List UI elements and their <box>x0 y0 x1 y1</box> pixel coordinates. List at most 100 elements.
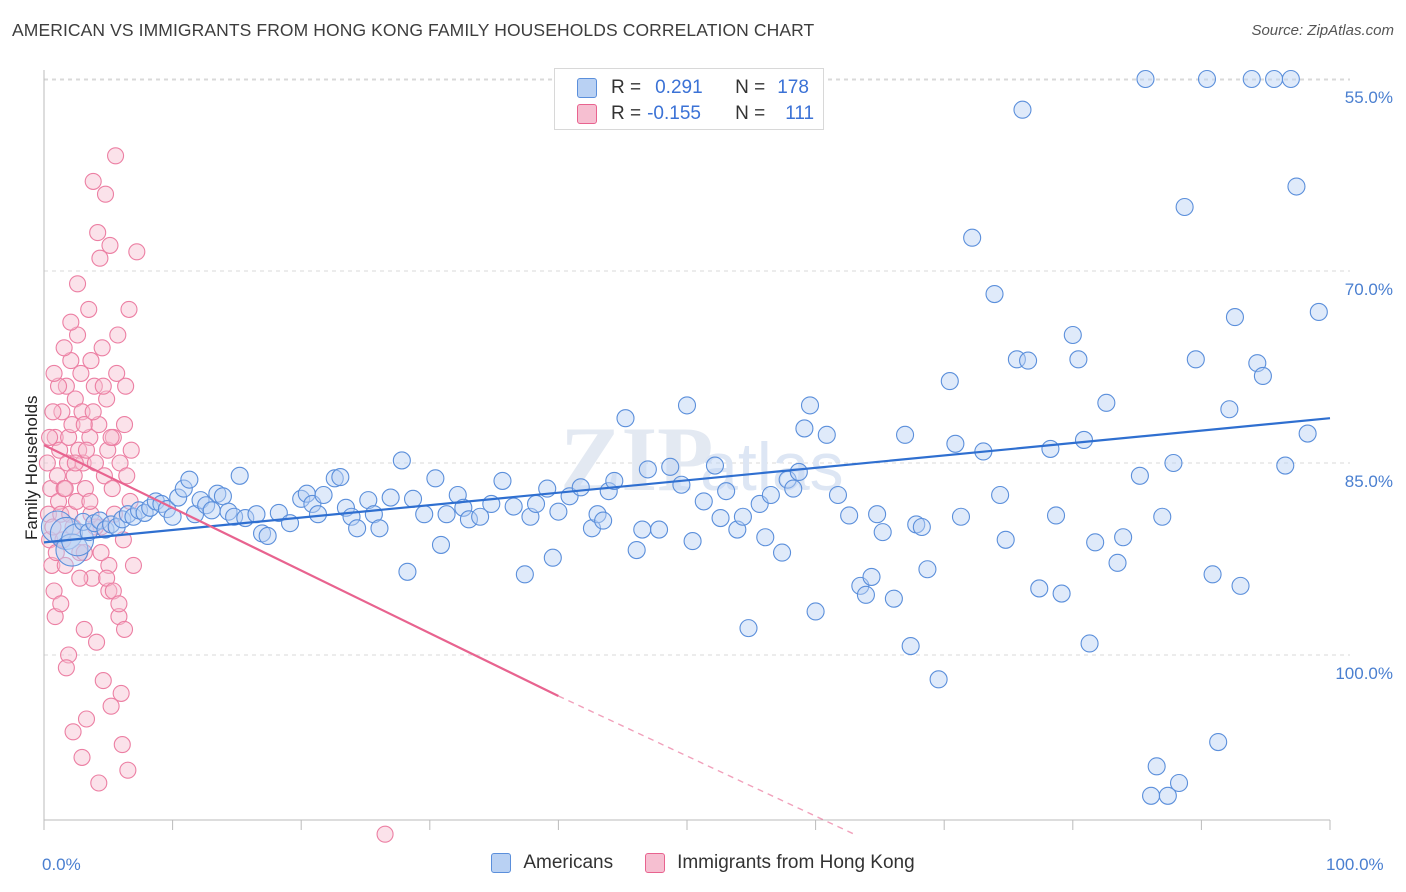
immigrants-point <box>45 364 63 382</box>
americans-point <box>806 602 825 621</box>
americans-point <box>633 520 652 539</box>
americans-point <box>219 502 238 521</box>
americans-point <box>247 505 266 524</box>
americans-point <box>1069 350 1088 369</box>
americans-point <box>951 507 971 526</box>
americans-point <box>1046 506 1066 525</box>
axis-labels: Family Households 0.0% 100.0% 100.0% 85.0… <box>22 88 1393 874</box>
americans-point <box>1013 100 1032 119</box>
americans-point <box>258 526 277 546</box>
americans-point <box>756 528 775 547</box>
y-axis-label: Family Households <box>22 395 41 540</box>
legend-r-label-1: R = <box>611 77 642 98</box>
immigrants-point <box>88 633 106 651</box>
americans-point <box>711 508 730 528</box>
immigrants-swatch <box>577 104 597 124</box>
americans-point <box>1080 634 1099 653</box>
legend-r-value-1: 0.291 <box>655 77 703 98</box>
watermark: ZIP <box>560 408 713 510</box>
americans-point <box>733 507 752 526</box>
legend-row-americans: R = 0.291 N = 178 <box>577 75 809 101</box>
immigrants-point <box>122 441 140 459</box>
americans-point <box>230 466 249 485</box>
americans-point <box>1153 507 1172 526</box>
americans-point <box>1298 424 1317 443</box>
immigrants-point <box>110 608 128 626</box>
americans-point <box>1253 366 1272 386</box>
americans-point <box>694 492 713 511</box>
americans-point <box>946 434 965 453</box>
immigrants-point <box>113 736 131 754</box>
legend-r-label-2: R = <box>611 103 642 124</box>
americans-point <box>1209 732 1228 752</box>
immigrants-point <box>115 416 134 434</box>
americans-point <box>331 468 350 487</box>
immigrants-point <box>81 492 99 510</box>
americans-point <box>789 462 808 482</box>
immigrants-point <box>44 403 62 421</box>
immigrants-point <box>104 582 122 600</box>
americans-point <box>638 460 657 479</box>
immigrants-point <box>81 428 99 446</box>
americans-point <box>113 510 132 529</box>
americans-point <box>1220 400 1239 419</box>
americans-point <box>549 502 568 521</box>
americans-point <box>381 488 400 507</box>
americans-point <box>963 228 982 247</box>
immigrants-point <box>102 697 120 715</box>
americans-points <box>40 69 1328 805</box>
y-tick-label: 70.0% <box>1345 280 1393 299</box>
americans-point <box>515 565 534 584</box>
americans-point <box>169 488 188 507</box>
americans-point <box>1169 773 1189 793</box>
immigrants-point <box>46 428 64 446</box>
americans-point <box>761 485 780 505</box>
immigrants-point <box>102 428 120 446</box>
americans-point <box>672 475 691 494</box>
immigrants-point <box>77 441 96 459</box>
series-legend: Americans Immigrants from Hong Kong <box>0 852 1406 874</box>
americans-swatch <box>577 78 597 98</box>
americans-point <box>912 517 931 537</box>
americans-point <box>526 494 546 514</box>
legend-n-label-1: N = <box>735 77 766 98</box>
immigrants-point <box>119 761 137 779</box>
americans-point <box>1265 69 1284 89</box>
immigrants-point <box>94 672 112 690</box>
americans-point <box>739 619 758 638</box>
legend-r-value-2: -0.155 <box>647 103 701 124</box>
immigrants-point <box>77 710 96 728</box>
immigrants-point <box>117 377 135 395</box>
immigrants-point <box>62 313 80 331</box>
americans-point <box>308 505 328 524</box>
americans-point <box>1142 786 1161 805</box>
americans-point <box>180 470 199 489</box>
americans-point <box>683 532 702 551</box>
americans-point <box>493 471 512 490</box>
americans-legend-label: Americans <box>523 852 614 873</box>
americans-point <box>96 520 115 539</box>
immigrants-point <box>112 684 130 702</box>
immigrants-point <box>84 403 102 421</box>
americans-point <box>717 482 736 501</box>
americans-point <box>213 487 232 506</box>
americans-point <box>370 519 389 538</box>
immigrants-point <box>100 556 118 574</box>
americans-point <box>1186 350 1205 369</box>
americans-point <box>800 396 820 415</box>
americans-point <box>571 478 590 497</box>
americans-point <box>1052 584 1071 603</box>
americans-point <box>1231 576 1250 595</box>
americans-point <box>426 469 445 488</box>
americans-point <box>996 530 1015 549</box>
americans-point <box>1114 528 1133 547</box>
americans-point <box>1175 197 1194 217</box>
immigrants-point <box>44 518 62 536</box>
immigrants-point <box>52 595 70 613</box>
americans-point <box>784 479 803 498</box>
immigrants-point <box>109 326 127 344</box>
immigrants-point <box>72 364 90 382</box>
immigrants-point <box>128 243 146 261</box>
source-label: Source: ZipAtlas.com <box>1251 22 1394 39</box>
immigrants-point <box>63 416 81 434</box>
